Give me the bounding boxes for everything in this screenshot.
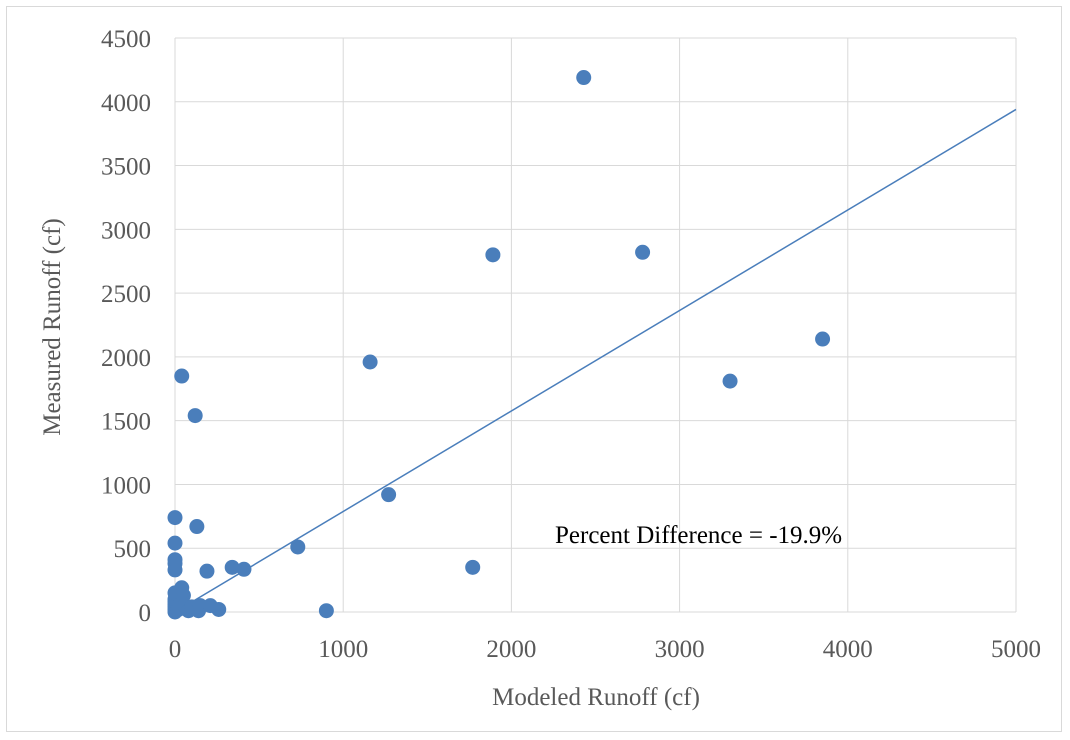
data-point (465, 559, 481, 575)
y-tick-label: 4000 (101, 90, 151, 117)
data-point (815, 331, 831, 347)
x-tick-label: 1000 (318, 636, 368, 663)
data-point (576, 70, 592, 86)
y-tick-label: 3500 (101, 154, 151, 181)
data-point (236, 561, 252, 577)
x-tick-label: 4000 (823, 636, 873, 663)
data-point (167, 552, 183, 568)
trendline-group (174, 108, 1017, 613)
y-tick-label: 1500 (101, 409, 151, 436)
y-tick-label: 500 (114, 536, 152, 563)
data-point (167, 535, 183, 551)
data-point (174, 368, 190, 384)
data-point (318, 603, 334, 619)
y-tick-label: 3000 (101, 217, 151, 244)
x-axis-title: Modeled Runoff (cf) (492, 684, 700, 711)
data-point (362, 354, 378, 370)
data-point (722, 373, 738, 389)
data-point (187, 408, 203, 424)
y-tick-label: 0 (139, 600, 152, 627)
y-axis-title: Measured Runoff (cf) (39, 218, 66, 436)
y-tick-label: 4500 (101, 26, 151, 53)
trendline (174, 108, 1017, 613)
x-tick-label: 5000 (991, 636, 1041, 663)
y-tick-label: 2500 (101, 281, 151, 308)
data-point (167, 510, 183, 526)
data-point (224, 559, 240, 575)
percent-difference-annotation: Percent Difference = -19.9% (555, 522, 842, 549)
y-tick-label: 2000 (101, 345, 151, 372)
data-point (485, 247, 501, 263)
y-tick-label: 1000 (101, 472, 151, 499)
data-points (167, 70, 831, 620)
y-tick-labels: 0 500 1000 1500 2000 2500 3000 3500 4000 4500 (101, 26, 151, 627)
x-tick-labels: 0 1000 2000 3000 4000 5000 (169, 636, 1041, 663)
data-point (381, 487, 397, 503)
data-point (211, 601, 227, 617)
x-tick-label: 3000 (655, 636, 705, 663)
data-point (635, 244, 651, 260)
data-point (189, 519, 205, 535)
x-tick-label: 2000 (486, 636, 536, 663)
x-tick-label: 0 (169, 636, 182, 663)
data-point (290, 539, 306, 555)
data-point (199, 563, 215, 579)
